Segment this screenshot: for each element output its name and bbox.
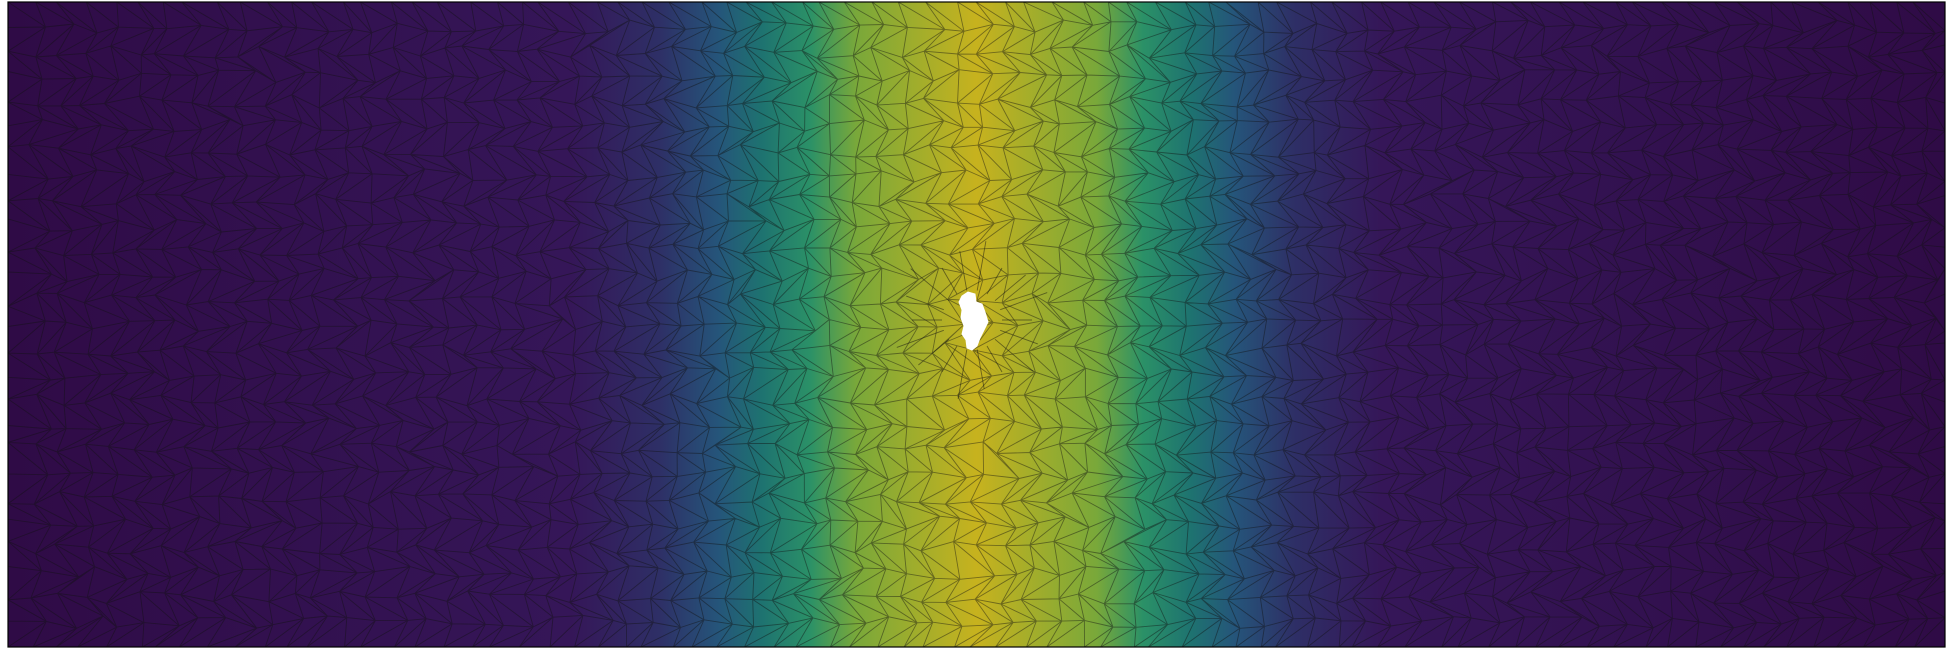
mesh-hole (958, 291, 989, 351)
hole-refinement-edges (896, 241, 1048, 399)
plot-frame (7, 1, 1946, 648)
mesh-edges (8, 2, 1945, 647)
triangle-mesh (8, 2, 1945, 647)
